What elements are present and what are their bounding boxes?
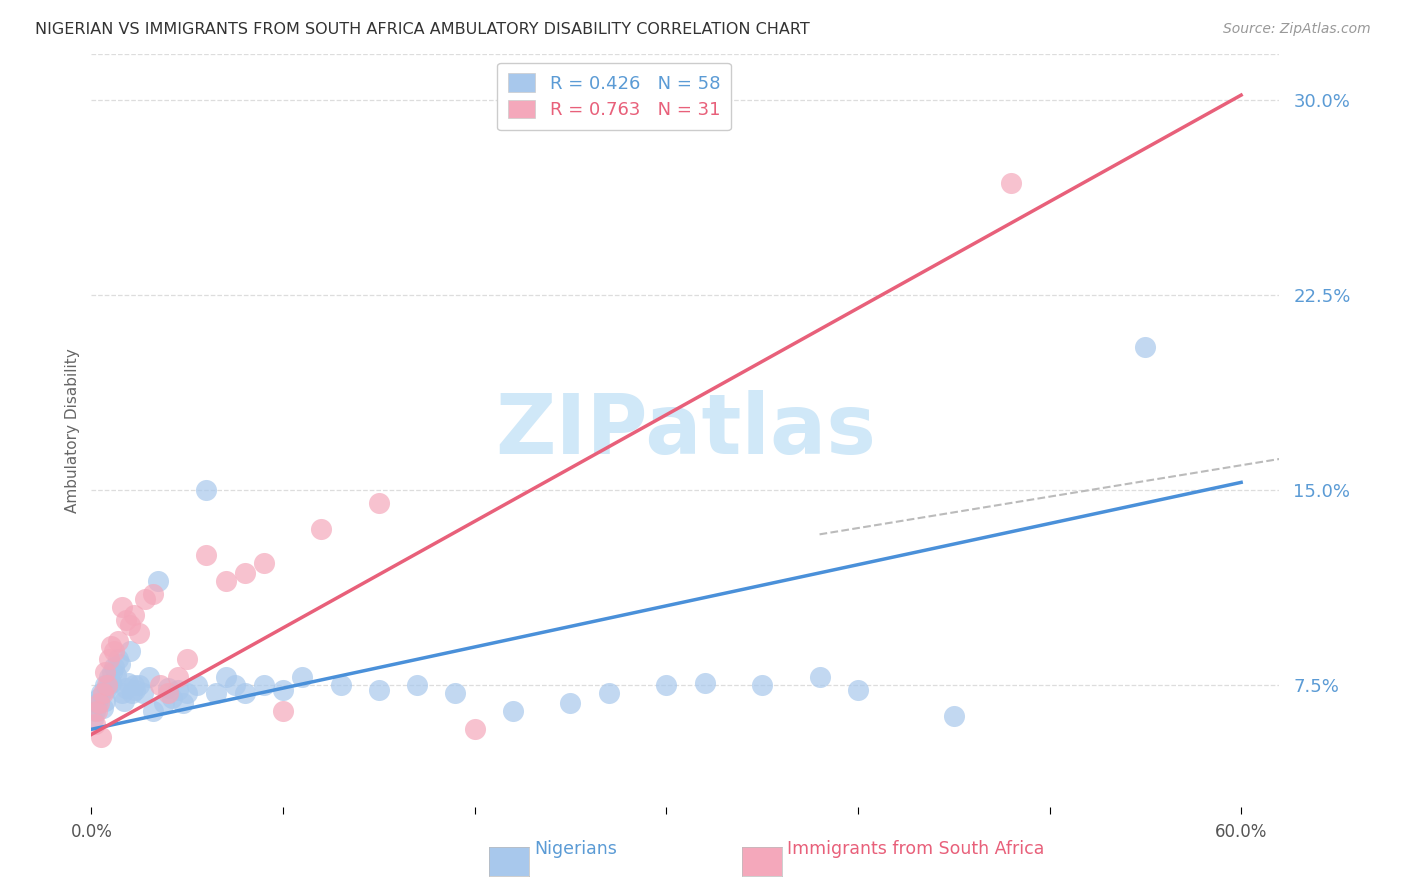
Text: Immigrants from South Africa: Immigrants from South Africa — [787, 840, 1045, 858]
Point — [103, 660, 125, 674]
Point — [464, 723, 486, 737]
Point — [111, 600, 134, 615]
Point — [84, 704, 107, 718]
Point — [108, 657, 131, 672]
Point — [96, 681, 118, 695]
Point — [132, 686, 155, 700]
Point — [186, 678, 208, 692]
Point — [86, 704, 108, 718]
Point — [224, 678, 246, 692]
Point — [253, 678, 276, 692]
Point — [112, 694, 135, 708]
Point — [128, 626, 150, 640]
Point — [111, 686, 134, 700]
Point — [846, 683, 869, 698]
Point — [1135, 340, 1157, 354]
Point — [751, 678, 773, 692]
Point — [118, 644, 141, 658]
Point — [214, 670, 236, 684]
Point — [100, 639, 122, 653]
Point — [253, 556, 276, 570]
Point — [100, 675, 122, 690]
Point — [160, 691, 183, 706]
Point — [97, 652, 120, 666]
Point — [134, 592, 156, 607]
Point — [166, 683, 188, 698]
Point — [96, 678, 118, 692]
Point — [117, 675, 139, 690]
Point — [128, 678, 150, 692]
Point — [153, 696, 176, 710]
Text: Source: ZipAtlas.com: Source: ZipAtlas.com — [1223, 22, 1371, 37]
Point — [808, 670, 831, 684]
Point — [166, 670, 188, 684]
Point — [329, 678, 352, 692]
Point — [87, 691, 110, 706]
Text: NIGERIAN VS IMMIGRANTS FROM SOUTH AFRICA AMBULATORY DISABILITY CORRELATION CHART: NIGERIAN VS IMMIGRANTS FROM SOUTH AFRICA… — [35, 22, 810, 37]
Point — [157, 686, 180, 700]
Point — [195, 548, 218, 562]
Point — [94, 694, 117, 708]
Point — [122, 678, 145, 692]
Point — [107, 634, 129, 648]
Point — [84, 717, 107, 731]
Point — [149, 678, 172, 692]
Point — [502, 704, 524, 718]
Point — [142, 587, 165, 601]
Point — [172, 696, 194, 710]
Point — [598, 686, 620, 700]
Point — [86, 696, 108, 710]
Point — [118, 618, 141, 632]
Point — [142, 704, 165, 718]
Point — [291, 670, 314, 684]
Point — [90, 730, 112, 744]
Point — [214, 574, 236, 589]
Point — [195, 483, 218, 498]
Point — [87, 696, 110, 710]
Point — [271, 704, 294, 718]
Point — [122, 607, 145, 622]
Text: ZIPatlas: ZIPatlas — [495, 390, 876, 471]
Point — [101, 665, 124, 679]
Point — [1000, 177, 1022, 191]
Point — [103, 644, 125, 658]
Point — [82, 712, 104, 726]
Point — [367, 683, 389, 698]
Point — [124, 683, 146, 698]
Point — [94, 665, 117, 679]
Point — [91, 701, 114, 715]
Point — [157, 681, 180, 695]
Point — [105, 667, 128, 681]
Point — [271, 683, 294, 698]
Point — [444, 686, 467, 700]
Point — [90, 686, 112, 700]
Point — [693, 675, 716, 690]
Point — [148, 574, 170, 589]
Point — [233, 686, 256, 700]
Point — [406, 678, 429, 692]
Point — [107, 652, 129, 666]
Point — [311, 522, 333, 536]
Legend: R = 0.426   N = 58, R = 0.763   N = 31: R = 0.426 N = 58, R = 0.763 N = 31 — [498, 62, 731, 130]
Point — [942, 709, 965, 723]
Point — [91, 686, 114, 700]
Point — [176, 652, 198, 666]
Point — [138, 670, 160, 684]
Point — [367, 496, 389, 510]
Point — [115, 681, 138, 695]
Point — [115, 613, 138, 627]
Point — [655, 678, 678, 692]
Text: Nigerians: Nigerians — [534, 840, 617, 858]
Point — [176, 686, 198, 700]
Point — [121, 686, 143, 700]
Point — [233, 566, 256, 581]
Y-axis label: Ambulatory Disability: Ambulatory Disability — [65, 348, 80, 513]
Point — [94, 678, 117, 692]
Point — [205, 686, 228, 700]
Point — [97, 670, 120, 684]
Point — [560, 696, 582, 710]
